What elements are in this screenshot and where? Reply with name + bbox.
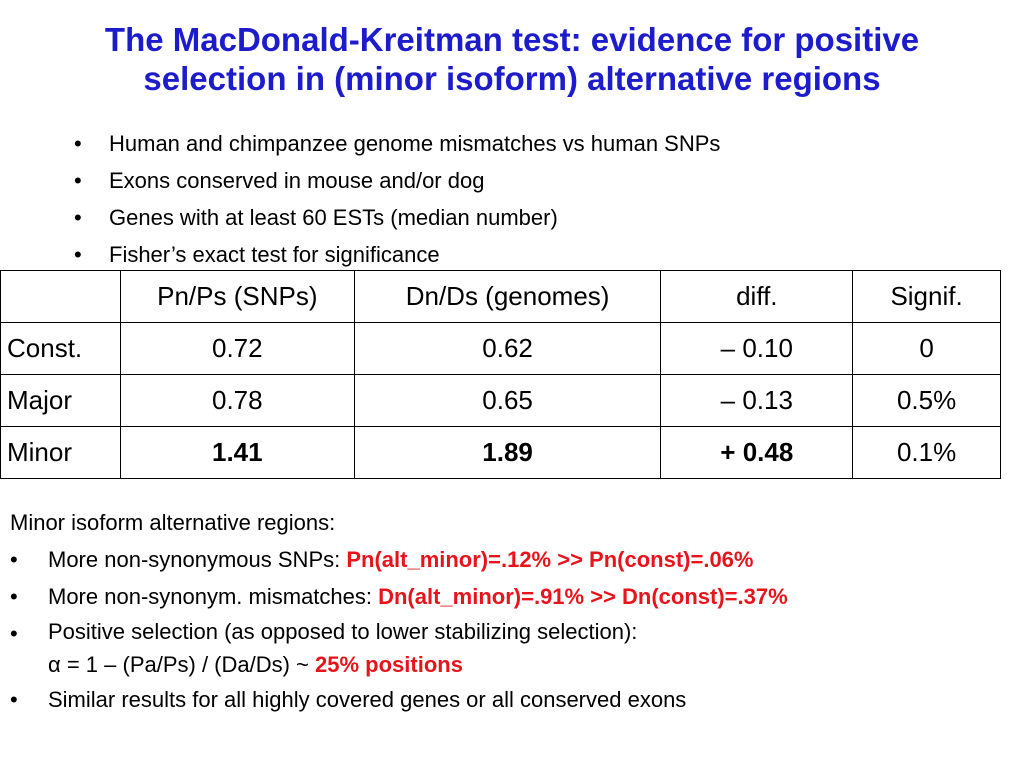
conclusions-list: More non-synonymous SNPs: Pn(alt_minor)=… — [10, 541, 788, 718]
results-table: Pn/Ps (SNPs) Dn/Ds (genomes) diff. Signi… — [0, 270, 1001, 479]
slide-title-line-1: The MacDonald-Kreitman test: evidence fo… — [104, 21, 920, 58]
header-cell-dn-ds: Dn/Ds (genomes) — [353, 270, 662, 323]
table-cell: 0.65 — [353, 374, 662, 427]
table-cell: 0.62 — [353, 322, 662, 375]
header-cell-diff: diff. — [660, 270, 854, 323]
formula-text: α = 1 – (Pa/Ps) / (Da/Ds) ~ — [48, 652, 316, 677]
conclusion-text: More non-synonymous SNPs: — [48, 547, 347, 572]
table-row: Const. 0.72 0.62 – 0.10 0 — [0, 322, 1001, 375]
table-cell: – 0.10 — [660, 322, 854, 375]
method-bullet-list: Human and chimpanzee genome mismatches v… — [74, 125, 720, 273]
conclusion-highlight: Dn(alt_minor)=.91% >> Dn(const)=.37% — [378, 584, 788, 609]
table-cell: 0.1% — [852, 426, 1001, 479]
conclusion-formula: α = 1 – (Pa/Ps) / (Da/Ds) ~ 25% position… — [48, 648, 788, 681]
conclusion-item: More non-synonymous SNPs: Pn(alt_minor)=… — [10, 541, 788, 578]
conclusion-text: More non-synonym. mismatches: — [48, 584, 379, 609]
slide-title-line-2: selection in (minor isoform) alternative… — [143, 60, 881, 97]
conclusion-highlight: Pn(alt_minor)=.12% >> Pn(const)=.06% — [346, 547, 754, 572]
table-cell: 1.89 — [353, 426, 662, 479]
bullet-item: Fisher’s exact test for significance — [74, 236, 720, 273]
row-label: Minor — [0, 426, 121, 479]
table-cell: 0.5% — [852, 374, 1001, 427]
table-cell: 0 — [852, 322, 1001, 375]
slide-title: The MacDonald-Kreitman test: evidence fo… — [0, 20, 1024, 98]
row-label: Major — [0, 374, 121, 427]
table-row: Minor 1.41 1.89 + 0.48 0.1% — [0, 426, 1001, 479]
conclusions-section: Minor isoform alternative regions: More … — [10, 504, 788, 718]
conclusion-highlight: 25% positions — [315, 652, 463, 677]
table-cell: + 0.48 — [660, 426, 854, 479]
conclusion-item: More non-synonym. mismatches: Dn(alt_min… — [10, 578, 788, 615]
conclusion-text: Positive selection (as opposed to lower … — [48, 619, 638, 644]
table-header-row: Pn/Ps (SNPs) Dn/Ds (genomes) diff. Signi… — [0, 270, 1001, 323]
row-label: Const. — [0, 322, 121, 375]
header-cell-pn-ps: Pn/Ps (SNPs) — [119, 270, 355, 323]
table-cell: – 0.13 — [660, 374, 854, 427]
conclusions-lead: Minor isoform alternative regions: — [10, 510, 336, 535]
header-cell-signif: Signif. — [852, 270, 1001, 323]
table-cell: 1.41 — [119, 426, 355, 479]
bullet-item: Genes with at least 60 ESTs (median numb… — [74, 199, 720, 236]
bullet-item: Exons conserved in mouse and/or dog — [74, 162, 720, 199]
bullet-item: Human and chimpanzee genome mismatches v… — [74, 125, 720, 162]
table-row: Major 0.78 0.65 – 0.13 0.5% — [0, 374, 1001, 427]
conclusion-item: Positive selection (as opposed to lower … — [10, 615, 788, 681]
table-cell: 0.78 — [119, 374, 355, 427]
header-cell-empty — [0, 270, 121, 323]
conclusion-item: Similar results for all highly covered g… — [10, 681, 788, 718]
table-cell: 0.72 — [119, 322, 355, 375]
